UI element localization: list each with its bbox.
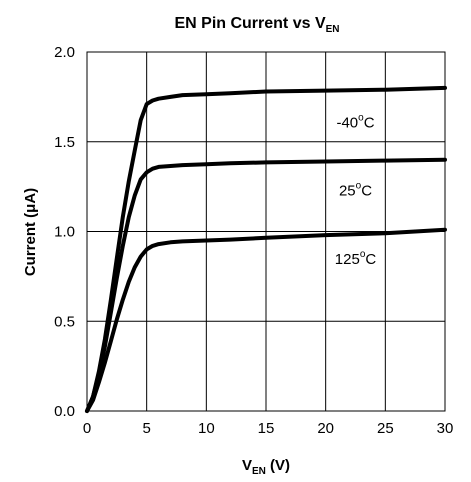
y-tick-label: 2.0 bbox=[54, 44, 75, 61]
y-axis-ticks: 0.0 0.5 1.0 1.5 2.0 bbox=[54, 44, 75, 420]
y-axis-title-pre: Current ( bbox=[22, 213, 39, 276]
y-tick-label: 0.5 bbox=[54, 313, 75, 330]
series-label-2: 125oC bbox=[335, 249, 377, 268]
series-label-value: -40 bbox=[336, 114, 358, 131]
series-label-value: 125 bbox=[335, 251, 360, 268]
x-tick-label: 30 bbox=[437, 420, 454, 437]
y-axis-title-post: A) bbox=[22, 188, 39, 204]
series-label-value: 25 bbox=[339, 183, 356, 200]
chart-title-main: EN Pin Current vs V bbox=[174, 15, 325, 32]
x-tick-label: 20 bbox=[317, 420, 334, 437]
x-axis-title: VEN (V) bbox=[242, 457, 290, 477]
x-tick-label: 10 bbox=[198, 420, 215, 437]
series-line-1 bbox=[85, 157, 447, 413]
x-tick-label: 0 bbox=[83, 420, 91, 437]
x-axis-title-rest: (V) bbox=[266, 457, 290, 474]
chart-title-sub: EN bbox=[326, 24, 340, 35]
x-tick-label: 15 bbox=[258, 420, 275, 437]
series-label-unit: C bbox=[365, 251, 376, 268]
series-label-sup: o bbox=[358, 112, 364, 123]
series-group bbox=[85, 85, 447, 413]
y-tick-label: 1.5 bbox=[54, 134, 75, 151]
series-label-1: 25oC bbox=[339, 181, 372, 200]
x-tick-label: 5 bbox=[142, 420, 150, 437]
x-tick-label: 25 bbox=[377, 420, 394, 437]
series-label-sup: o bbox=[360, 249, 366, 260]
series-label-0: -40oC bbox=[336, 112, 374, 131]
series-label-sup: o bbox=[356, 181, 362, 192]
x-axis-ticks: 0 5 10 15 20 25 30 bbox=[83, 420, 454, 437]
series-label-unit: C bbox=[364, 114, 375, 131]
chart-title: EN Pin Current vs VEN bbox=[174, 15, 339, 35]
y-tick-label: 0.0 bbox=[54, 403, 75, 420]
y-tick-label: 1.0 bbox=[54, 224, 75, 241]
x-axis-title-sub: EN bbox=[252, 466, 266, 477]
y-axis-title-mu: μ bbox=[22, 204, 39, 213]
y-axis-title: Current (μA) bbox=[22, 188, 39, 276]
series-label-unit: C bbox=[361, 183, 372, 200]
x-axis-title-main: V bbox=[242, 457, 252, 474]
series-line-2 bbox=[85, 227, 447, 413]
